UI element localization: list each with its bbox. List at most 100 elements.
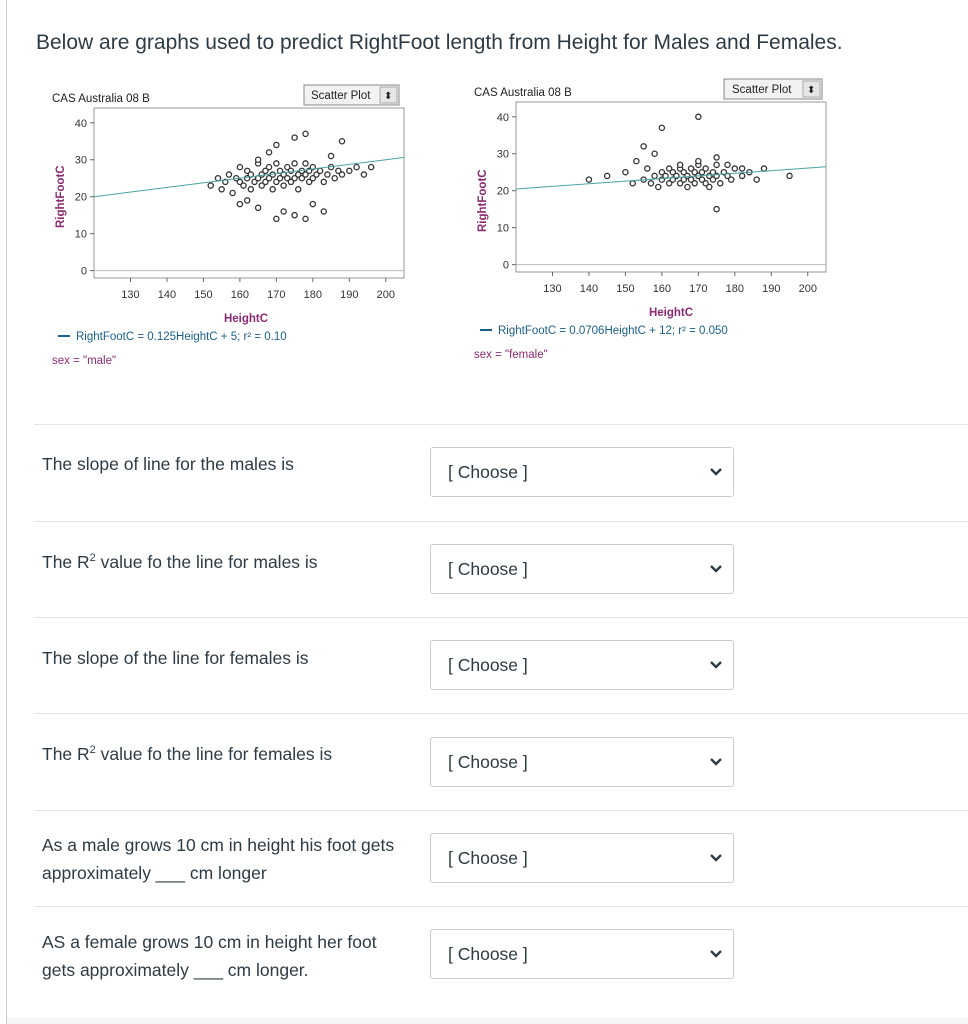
male-plot-ylabel: RightFootC [55,165,67,228]
male-data-point [316,167,324,175]
male-data-point [273,141,280,149]
male-regression-equation: RightFootC = 0.125HeightC + 5; r² = 0.10 [76,331,287,343]
male-data-point [309,200,317,208]
male-data-point [247,186,255,193]
female-plot-type-label: Scatter Plot [732,84,792,96]
female-plot-filter: sex = "female" [474,349,548,361]
male-data-point [254,204,262,212]
female-plot-xlabel: HeightC [649,307,693,319]
question-intro: Below are graphs used to predict RightFo… [36,31,843,54]
male-data-point [327,152,335,160]
male-data-point [320,178,328,186]
row-label: The slope of the line for females is [42,648,309,668]
female-slope-select[interactable]: [ Choose ] [430,640,734,690]
male-data-point [273,178,280,186]
female-ytick-label: 30 [497,149,509,161]
chevron-down-icon [710,661,722,669]
question-row-male-growth: As a male grows 10 cm in height his foot… [34,810,968,908]
select-value: [ Choose ] [448,559,528,579]
male-r2-select[interactable]: [ Choose ] [430,544,734,594]
female-plot-type-dropdown[interactable]: Scatter Plot ⬍ [723,78,823,100]
female-xtick-label: 130 [543,283,561,295]
row-label: As a male grows 10 cm in height his foot… [42,835,395,883]
question-row-female-r2: The R2 value fo the line for females is … [34,713,968,811]
male-data-point [240,182,247,189]
male-data-point [291,134,298,141]
male-growth-select[interactable]: [ Choose ] [430,833,734,883]
male-ytick-label: 30 [75,155,87,167]
question-row-female-slope: The slope of the line for females is [ C… [34,617,968,715]
male-plot-type-label: Scatter Plot [311,90,371,102]
female-data-point [753,176,760,183]
female-data-point [665,180,673,187]
female-data-point [691,180,698,187]
male-regression-line [93,156,405,198]
male-data-point [287,167,295,175]
male-data-point [287,178,295,186]
male-data-point [236,200,244,208]
male-data-point [313,171,320,178]
question-row-male-slope: The slope of line for the males is [ Cho… [34,424,968,522]
male-data-point [214,174,222,182]
female-data-point [724,172,731,180]
female-data-point [691,168,698,176]
male-data-point [236,163,244,171]
female-data-point [702,180,709,187]
male-data-point [269,186,276,193]
male-data-point [324,171,331,178]
male-data-point [265,149,273,156]
male-xtick-label: 140 [158,289,176,301]
male-data-point [258,182,266,189]
male-slope-select[interactable]: [ Choose ] [430,447,734,497]
female-data-point [676,180,684,187]
male-data-point [302,130,309,138]
female-data-point [585,176,593,183]
male-data-point [265,163,273,171]
female-r2-select[interactable]: [ Choose ] [430,737,734,787]
female-data-point [644,165,651,172]
female-data-point [651,150,658,157]
row-label: The slope of line for the males is [42,454,294,474]
select-value: [ Choose ] [448,462,528,482]
female-xtick-label: 180 [726,283,744,295]
male-data-point [207,182,214,189]
female-data-point [629,180,636,187]
female-xtick-label: 200 [799,283,817,295]
female-data-point [665,165,673,172]
male-plot-filter: sex = "male" [52,355,116,367]
male-data-point [251,178,258,186]
female-data-point [647,180,655,187]
female-data-point [687,176,695,183]
male-xtick-label: 150 [194,289,212,301]
male-ytick-label: 0 [81,266,87,278]
select-value: [ Choose ] [448,655,528,675]
male-data-point [360,171,368,178]
female-ytick-label: 40 [497,112,509,124]
female-growth-select[interactable]: [ Choose ] [430,929,734,979]
female-data-point [684,183,691,191]
female-ytick-label: 0 [503,260,509,272]
male-data-point [335,167,342,175]
male-data-point [280,208,287,215]
male-data-point [331,174,338,182]
male-data-point [243,167,251,175]
female-plot-source: CAS Australia 08 B [474,87,572,99]
female-plot-ylabel: RightFootC [477,169,489,232]
female-data-point [695,157,702,165]
male-data-point [262,178,269,186]
female-data-point [713,205,720,213]
female-ytick-label: 10 [497,223,509,235]
female-xtick-label: 160 [653,283,671,295]
female-ytick-label: 20 [497,186,509,198]
male-data-point [294,186,302,193]
row-label: The R2 value fo the line for males is [42,552,318,572]
male-xtick-label: 200 [377,289,395,301]
male-data-point [367,163,375,171]
male-data-point [353,163,360,171]
male-ytick-label: 10 [75,229,87,241]
select-value: [ Choose ] [448,944,528,964]
male-data-point [273,160,280,167]
updown-icon: ⬍ [807,85,815,96]
male-data-point [302,160,309,167]
male-plot-type-dropdown[interactable]: Scatter Plot ⬍ [303,84,400,106]
